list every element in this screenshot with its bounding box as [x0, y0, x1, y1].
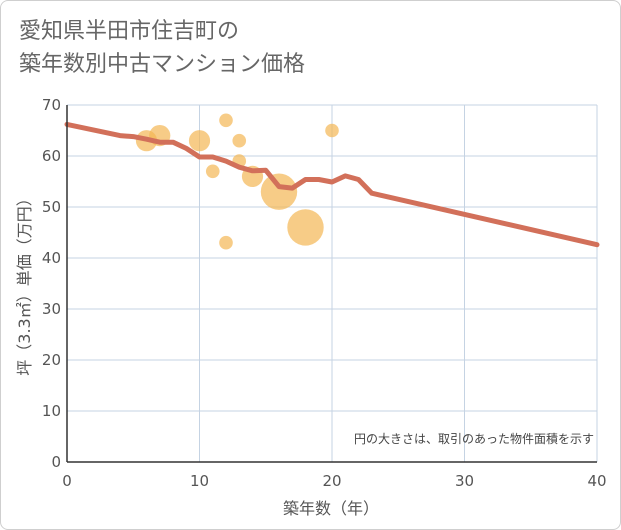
bubble-point: [219, 235, 233, 250]
trend-line-group: [64, 121, 600, 248]
bubble-point: [325, 123, 339, 138]
chart-title: 愛知県半田市住吉町の 築年数別中古マンション価格: [19, 15, 579, 81]
bubble-point: [219, 113, 233, 128]
tick-labels: 0 10 20 30 40 50 60 70 0 10 20 30 40: [42, 96, 607, 490]
axes: [66, 105, 597, 463]
y-tick-label: 30: [42, 300, 61, 318]
grid: [67, 104, 598, 462]
size-note: 円の大きさは、取引のあった物件面積を示す: [354, 431, 594, 446]
y-axis-title: 坪（3.3㎡）単価（万円）: [15, 190, 34, 375]
bubble-point: [287, 209, 324, 246]
x-tick-label: 10: [190, 472, 209, 490]
chart-title-line1: 愛知県半田市住吉町の: [19, 19, 240, 44]
y-tick-label: 0: [51, 453, 61, 471]
chart-title-line2: 築年数別中古マンション価格: [19, 52, 306, 77]
x-axis-title: 築年数（年）: [283, 499, 379, 518]
bubble-point: [205, 164, 220, 179]
y-tick-label: 20: [42, 351, 61, 369]
y-tick-label: 60: [42, 147, 61, 165]
x-tick-label: 30: [455, 472, 474, 490]
bubble-point: [260, 173, 298, 210]
y-tick-label: 40: [42, 249, 61, 267]
y-tick-label: 10: [42, 402, 61, 420]
y-tick-label: 70: [42, 96, 61, 114]
x-tick-label: 20: [322, 472, 341, 490]
bubble-point: [188, 130, 211, 152]
bubble-point: [232, 133, 247, 148]
x-tick-label: 40: [587, 472, 606, 490]
y-tick-label: 50: [42, 198, 61, 216]
x-tick-label: 0: [62, 472, 72, 490]
trend-line: [64, 121, 600, 248]
